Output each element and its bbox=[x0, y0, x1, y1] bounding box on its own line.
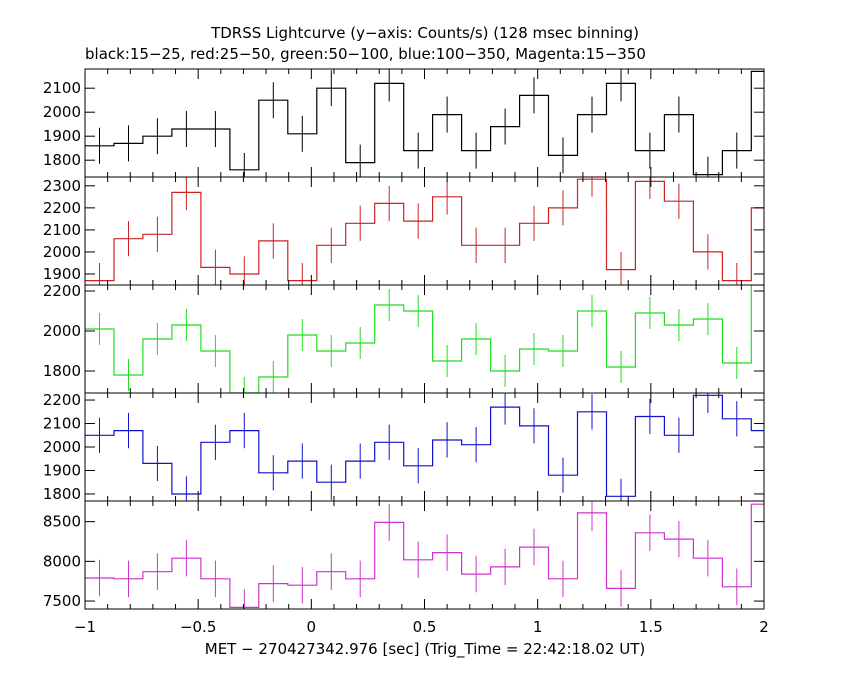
panel-data bbox=[85, 285, 764, 393]
panel-2: 1900 2000 2100 2200 2300 bbox=[43, 176, 765, 286]
y-tick-label: 8000 bbox=[43, 552, 81, 570]
panel-1: 1800 1900 2000 2100 bbox=[43, 68, 765, 178]
panel-data bbox=[85, 69, 764, 177]
x-tick-label: 0 bbox=[307, 618, 317, 636]
chart-title: TDRSS Lightcurve (y−axis: Counts/s) (128… bbox=[210, 24, 639, 42]
y-tick-label: 1800 bbox=[43, 485, 81, 503]
y-tick-label: 1800 bbox=[43, 151, 81, 169]
y-tick-label: 2100 bbox=[43, 415, 81, 433]
panel-4: 1800 1900 2000 2100 2200 bbox=[43, 391, 765, 503]
x-tick-label: 1.5 bbox=[639, 618, 663, 636]
y-tick-label: 8500 bbox=[43, 513, 81, 531]
panel-data bbox=[85, 501, 764, 609]
y-tick-label: 2000 bbox=[43, 243, 81, 261]
panels-group: 1800190020002100190020002100220023001800… bbox=[43, 68, 765, 610]
x-axis-tick-labels: −1 −0.5 0 0.5 1 1.5 2 bbox=[74, 618, 769, 636]
y-tick-label: 2200 bbox=[43, 282, 81, 300]
chart-subtitle: black:15−25, red:25−50, green:50−100, bl… bbox=[85, 45, 646, 63]
panel-data bbox=[85, 177, 764, 285]
x-tick-label: 1 bbox=[533, 618, 543, 636]
series-line-4 bbox=[85, 394, 764, 497]
x-tick-label: −0.5 bbox=[180, 618, 216, 636]
panel-data bbox=[85, 393, 764, 501]
series-line-3 bbox=[85, 285, 764, 393]
y-tick-label: 2000 bbox=[43, 103, 81, 121]
y-tick-label: 2000 bbox=[43, 322, 81, 340]
y-tick-label: 2200 bbox=[43, 199, 81, 217]
x-tick-label: −1 bbox=[74, 618, 96, 636]
y-tick-label: 1800 bbox=[43, 362, 81, 380]
x-tick-label: 2 bbox=[759, 618, 769, 636]
panel-5: 7500 8000 8500 bbox=[43, 500, 765, 610]
y-tick-label: 2100 bbox=[43, 79, 81, 97]
series-line-2 bbox=[85, 178, 764, 282]
y-tick-label: 7500 bbox=[43, 592, 81, 610]
y-tick-label: 2100 bbox=[43, 221, 81, 239]
y-tick-label: 1900 bbox=[43, 265, 81, 283]
x-axis-label: MET − 270427342.976 [sec] (Trig_Time = 2… bbox=[205, 640, 645, 659]
y-tick-label: 2300 bbox=[43, 177, 81, 195]
panel-3: 1800 2000 2200 bbox=[43, 282, 765, 394]
y-tick-label: 1900 bbox=[43, 461, 81, 479]
x-tick-label: 0.5 bbox=[413, 618, 437, 636]
y-tick-label: 2000 bbox=[43, 438, 81, 456]
y-tick-label: 1900 bbox=[43, 127, 81, 145]
series-line-5 bbox=[85, 503, 764, 608]
series-line-1 bbox=[85, 70, 764, 176]
y-tick-label: 2200 bbox=[43, 391, 81, 409]
